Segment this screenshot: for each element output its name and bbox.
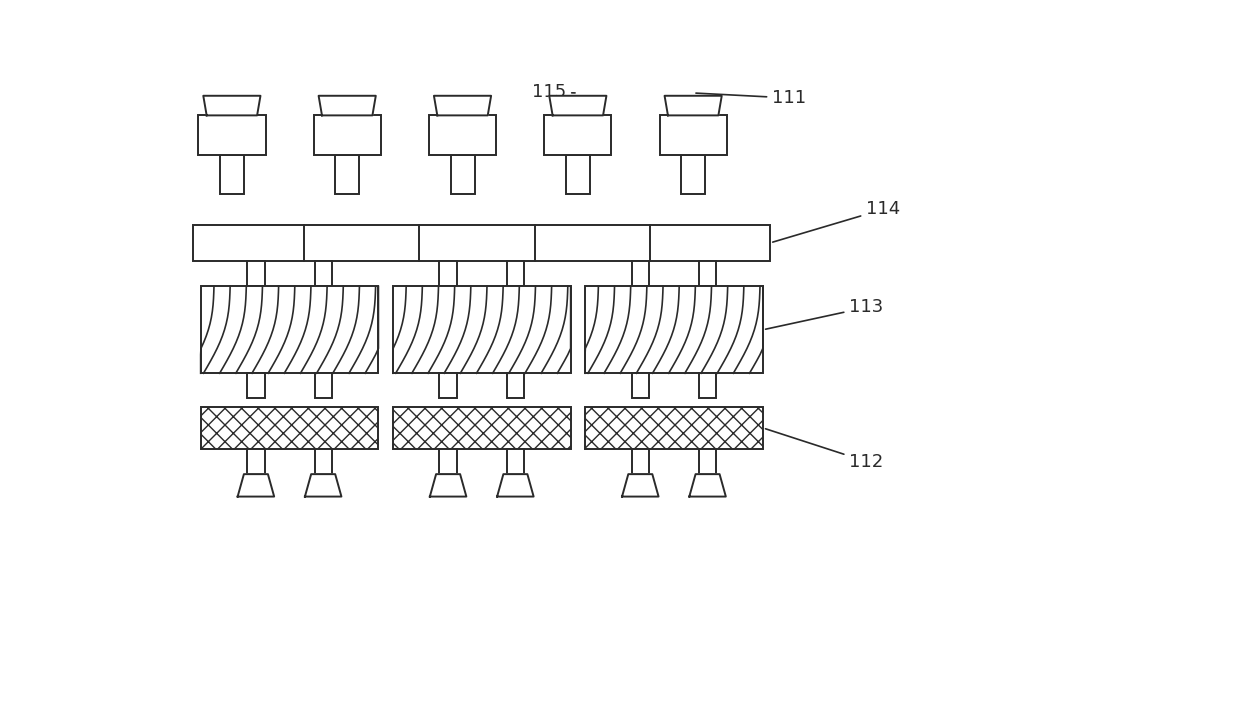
Bar [699,449,717,474]
Polygon shape [319,96,376,116]
Bar [393,407,570,449]
Bar [439,449,456,474]
Bar [315,261,332,286]
Polygon shape [549,96,606,116]
Bar [201,286,378,373]
Bar [507,449,525,474]
Bar [201,407,378,449]
Bar [247,449,264,474]
Text: 113: 113 [765,298,884,329]
Bar [660,116,727,154]
Polygon shape [689,474,725,496]
Bar [699,373,717,398]
Bar [585,407,763,449]
Bar [315,373,332,398]
Bar [335,154,360,194]
Polygon shape [434,96,491,116]
Bar [193,225,770,261]
Bar [631,449,649,474]
Text: 114: 114 [773,200,900,242]
Bar [314,116,381,154]
Bar [439,261,456,286]
Bar [507,373,525,398]
Bar [544,116,611,154]
Polygon shape [665,96,722,116]
Bar [198,116,265,154]
Bar [585,286,763,373]
Bar [565,154,590,194]
Polygon shape [430,474,466,496]
Text: 111: 111 [696,89,806,107]
Bar [439,373,456,398]
Bar [507,261,525,286]
Bar [219,154,244,194]
Bar [681,154,706,194]
Bar [247,373,264,398]
Text: 115: 115 [532,84,575,101]
Bar [699,261,717,286]
Bar [393,286,570,373]
Polygon shape [305,474,341,496]
Polygon shape [622,474,658,496]
Bar [429,116,496,154]
Polygon shape [203,96,260,116]
Bar [450,154,475,194]
Bar [315,449,332,474]
Bar [631,373,649,398]
Bar [631,261,649,286]
Polygon shape [497,474,533,496]
Bar [247,261,264,286]
Polygon shape [238,474,274,496]
Text: 112: 112 [765,429,884,470]
